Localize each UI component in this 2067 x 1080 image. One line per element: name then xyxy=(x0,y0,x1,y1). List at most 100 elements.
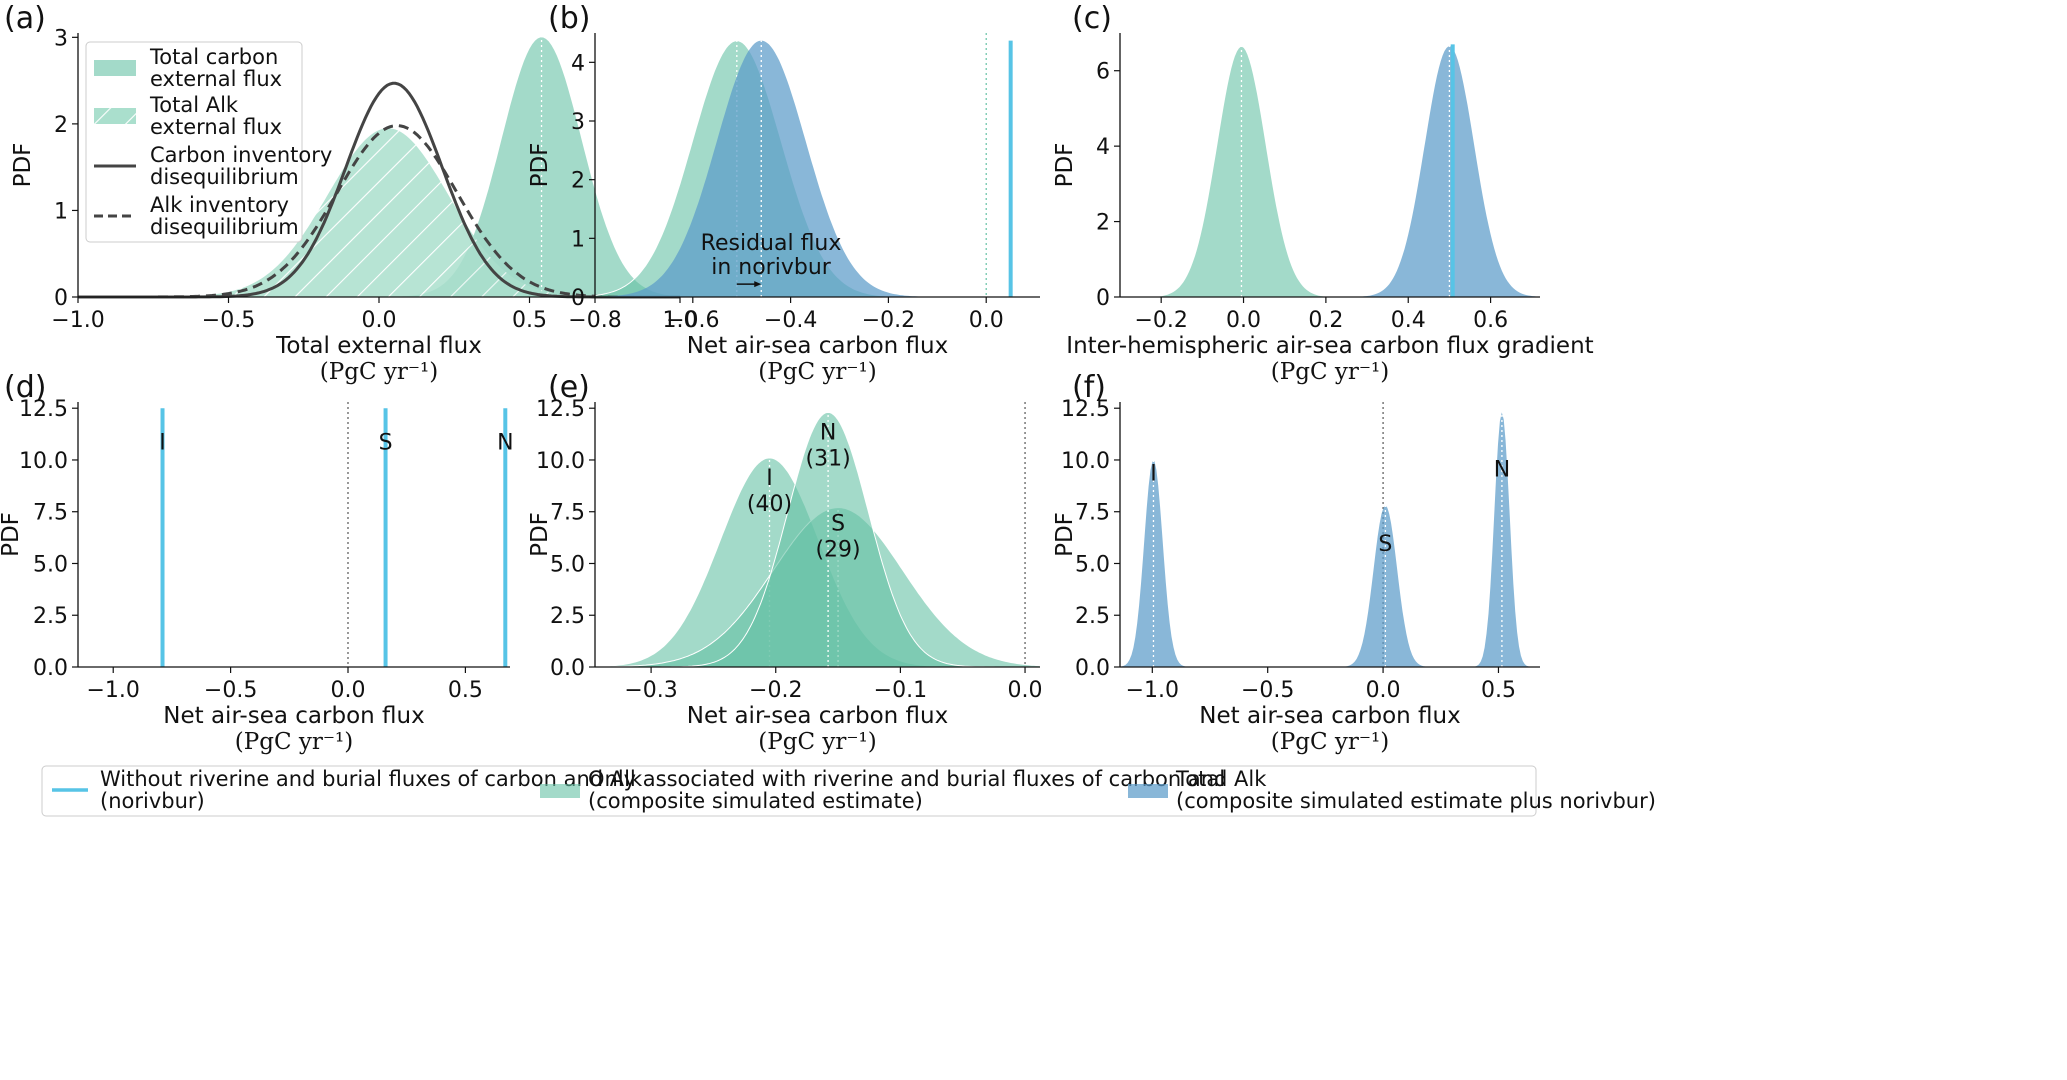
x-tick-label: 0.0 xyxy=(1008,678,1043,703)
chart-panel-c: −0.2 0.0 0.2 0.4 0.6 0 2 4 6 Inter-hemispheric ai… xyxy=(1052,1,1594,385)
region-label-N: N xyxy=(1494,458,1510,483)
x-axis-unit: (PgC yr⁻¹) xyxy=(235,729,353,755)
x-tick-label: −0.2 xyxy=(862,308,915,333)
x-axis-label: Inter-hemispheric air-sea carbon flux gr… xyxy=(1066,333,1593,359)
y-tick-label: 5.0 xyxy=(33,552,68,577)
panel-label: (d) xyxy=(4,370,46,405)
alk-external-flux-area xyxy=(78,128,680,297)
region-label-S: S xyxy=(379,431,393,456)
x-tick-label: 0.2 xyxy=(1308,308,1343,333)
y-tick-label: 0.0 xyxy=(550,656,585,681)
region-label-S: S xyxy=(831,511,845,536)
region-percent-I: (40) xyxy=(747,492,792,517)
y-tick-label: 12.5 xyxy=(19,397,68,422)
blue-pdf-area-I xyxy=(1120,461,1540,667)
y-tick-label: 0 xyxy=(54,286,68,311)
legend-box xyxy=(85,41,303,243)
y-tick-label: 2.5 xyxy=(1075,604,1110,629)
x-tick-label: 0.0 xyxy=(331,678,366,703)
figure-legend-label-line2: (composite simulated estimate plus noriv… xyxy=(1176,789,1656,813)
legend-swatch-carbon-flux xyxy=(94,60,136,76)
x-tick-label: 0.0 xyxy=(362,308,397,333)
y-tick-label: 2.5 xyxy=(33,604,68,629)
y-axis-label: PDF xyxy=(527,512,553,557)
y-tick-label: 7.5 xyxy=(33,501,68,526)
y-tick-label: 3 xyxy=(54,26,68,51)
x-tick-label: −0.2 xyxy=(749,678,802,703)
y-tick-label: 1 xyxy=(571,227,585,252)
figure-legend-box xyxy=(41,765,1537,817)
y-axis-label: PDF xyxy=(1052,143,1078,188)
x-tick-label: 0.5 xyxy=(1481,678,1516,703)
x-axis-label: Net air-sea carbon flux xyxy=(687,703,948,729)
legend-label-line2: disequilibrium xyxy=(150,215,299,239)
y-tick-label: 3 xyxy=(571,110,585,135)
residual-flux-arrowhead xyxy=(754,281,762,288)
x-tick-label: −0.6 xyxy=(666,308,719,333)
y-tick-label: 2 xyxy=(1096,211,1110,236)
x-tick-label: −1.0 xyxy=(1126,678,1179,703)
x-tick-label: 0.6 xyxy=(1473,308,1508,333)
y-tick-label: 4 xyxy=(1096,135,1110,160)
panel-label: (f) xyxy=(1072,370,1106,405)
x-tick-label: 0.0 xyxy=(1226,308,1261,333)
legend-label: Alk inventory xyxy=(150,193,289,217)
y-tick-label: 1 xyxy=(54,199,68,224)
region-label-I: I xyxy=(766,466,773,491)
panel-label: (e) xyxy=(548,370,590,405)
y-tick-label: 7.5 xyxy=(550,501,585,526)
blue-pdf-area-total xyxy=(1120,46,1540,298)
chart-panel-d: I S N −1.0 −0.5 0.0 0.5 0.0 2.5 5.0 7.5 10.0 12.5 Net… xyxy=(0,370,514,755)
region-percent-N: (31) xyxy=(806,446,851,471)
x-tick-label: 1.0 xyxy=(663,308,698,333)
region-label-N: N xyxy=(820,420,836,445)
x-tick-label: −1.0 xyxy=(51,308,104,333)
panel-label: (b) xyxy=(548,1,590,36)
x-tick-label: −0.1 xyxy=(874,678,927,703)
region-label-I: I xyxy=(159,431,166,456)
y-tick-label: 6 xyxy=(1096,60,1110,85)
legend-label-line2: external flux xyxy=(150,67,282,91)
chart-panel-f: I S N −1.0 −0.5 0.0 0.5 0.0 2.5 5.0 7.5 10.0 12.5 Net… xyxy=(1052,370,1540,755)
y-axis-label: PDF xyxy=(0,512,24,557)
y-axis-label: PDF xyxy=(527,143,553,188)
y-tick-label: 7.5 xyxy=(1075,501,1110,526)
y-tick-label: 0 xyxy=(571,286,585,311)
region-label-N: N xyxy=(497,431,513,456)
x-tick-label: −0.3 xyxy=(624,678,677,703)
y-tick-label: 5.0 xyxy=(550,552,585,577)
x-tick-label: −0.2 xyxy=(1134,308,1187,333)
blue-pdf-area-N xyxy=(1120,412,1540,667)
x-axis-label: Net air-sea carbon flux xyxy=(1199,703,1460,729)
residual-flux-annotation: Residual flux xyxy=(701,231,842,256)
residual-flux-annotation-line2: in norivbur xyxy=(711,255,832,280)
y-tick-label: 12.5 xyxy=(1061,397,1110,422)
figure-legend-swatch-total xyxy=(1128,784,1168,798)
y-tick-label: 0 xyxy=(1096,286,1110,311)
x-axis-unit: (PgC yr⁻¹) xyxy=(758,729,876,755)
x-tick-label: 0.5 xyxy=(512,308,547,333)
legend-label-line2: external flux xyxy=(150,115,282,139)
x-tick-label: −0.5 xyxy=(1241,678,1294,703)
figure-legend-label: Total xyxy=(1175,767,1225,791)
chart-panel-a: −1.0 −0.5 0.0 0.5 1.0 0 1 2 3 Total external flux… xyxy=(4,1,698,385)
y-tick-label: 5.0 xyxy=(1075,552,1110,577)
figure-legend-label-line2: (norivbur) xyxy=(100,789,205,813)
x-tick-label: 0.0 xyxy=(969,308,1004,333)
y-axis-label: PDF xyxy=(1052,512,1078,557)
carbon-external-flux-area xyxy=(78,37,680,298)
y-tick-label: 10.0 xyxy=(1061,449,1110,474)
x-axis-label: Total external flux xyxy=(275,333,482,359)
chart-panel-e: I(40) N(31) S(29) −0.3 −0.2 −0.1 0.0 0.0 2.5 5.0 7… xyxy=(527,370,1043,755)
y-tick-label: 0.0 xyxy=(33,656,68,681)
x-axis-label: Net air-sea carbon flux xyxy=(163,703,424,729)
blue-pdf-area-total xyxy=(595,40,1040,297)
panel-label: (a) xyxy=(4,1,46,36)
x-axis-unit: (PgC yr⁻¹) xyxy=(758,359,876,385)
figure-legend-swatch-composite xyxy=(540,784,580,798)
x-tick-label: −0.4 xyxy=(764,308,817,333)
panel-label: (c) xyxy=(1072,1,1112,36)
legend-label: Total carbon xyxy=(149,45,278,69)
x-tick-label: −1.0 xyxy=(87,678,140,703)
